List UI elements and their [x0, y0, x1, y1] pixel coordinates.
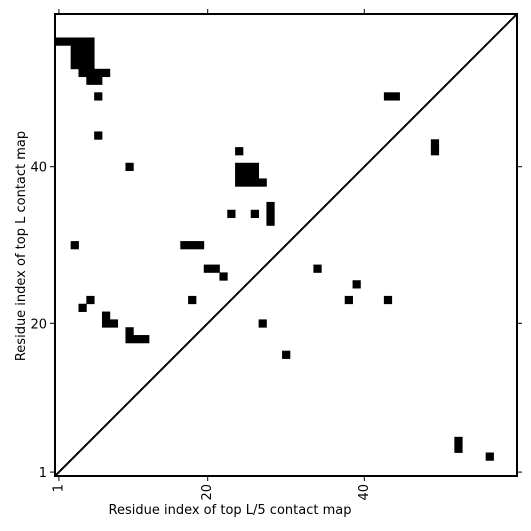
contact-cell	[180, 241, 189, 250]
contact-cells	[55, 37, 494, 461]
contact-cell	[242, 162, 252, 172]
contact-cell	[94, 76, 103, 85]
contact-cell	[86, 60, 95, 70]
contact-cell	[70, 45, 79, 54]
contact-cell	[266, 201, 275, 211]
contact-cell	[55, 37, 64, 46]
contact-cell	[235, 162, 244, 172]
y-tick-label: 1	[39, 466, 47, 481]
contact-cell	[101, 319, 111, 328]
contact-cell	[141, 335, 150, 344]
contact-cell	[430, 147, 440, 156]
contact-cell	[94, 68, 103, 78]
contact-cell	[383, 92, 393, 101]
contact-cell	[430, 139, 440, 148]
contact-cell	[78, 60, 87, 70]
contact-cell	[78, 37, 87, 46]
y-tick-label: 40	[30, 161, 47, 176]
contact-cell	[78, 53, 87, 62]
x-tick-label: 1	[51, 484, 66, 492]
contact-cell	[78, 45, 87, 54]
contact-cell	[266, 217, 275, 226]
contact-cell	[235, 178, 244, 187]
contact-cell	[86, 68, 95, 78]
contact-cell	[101, 311, 111, 320]
contact-cell	[86, 37, 95, 46]
y-axis-label: Residue index of top L contact map	[14, 131, 29, 361]
contact-cell	[250, 162, 259, 172]
contact-cell	[313, 264, 322, 273]
contact-cell	[101, 68, 111, 78]
contact-cell	[86, 45, 95, 54]
contact-cell	[266, 209, 275, 218]
contact-cell	[383, 295, 393, 305]
contact-cell	[352, 280, 361, 289]
contact-cell	[454, 436, 463, 446]
x-tick-label: 40	[357, 484, 372, 501]
contact-cell	[258, 178, 267, 187]
contact-cell	[62, 37, 72, 46]
contact-cell	[227, 209, 236, 218]
contact-cell	[485, 452, 494, 461]
contact-cell	[219, 272, 228, 281]
contact-cell	[70, 53, 79, 62]
contact-cell	[235, 170, 244, 179]
contact-cell	[203, 264, 213, 273]
contact-cell	[344, 295, 353, 305]
contact-cell	[109, 319, 119, 328]
contact-cell	[125, 162, 134, 172]
contact-cell	[258, 319, 267, 328]
contact-cell	[86, 53, 95, 62]
x-axis-label: Residue index of top L/5 contact map	[109, 503, 352, 518]
contact-cell	[250, 209, 259, 218]
contact-cell	[391, 92, 400, 101]
x-tick-label: 20	[200, 484, 215, 501]
contact-cell	[86, 76, 95, 85]
contact-cell	[195, 241, 205, 250]
contact-cell	[188, 295, 197, 305]
contact-cell	[250, 170, 259, 179]
y-tick-label: 20	[30, 317, 47, 332]
contact-cell	[454, 444, 463, 453]
contact-cell	[70, 37, 79, 46]
contact-cell	[86, 295, 95, 305]
contact-cell	[78, 303, 87, 312]
contact-cell	[94, 92, 103, 101]
contact-cell	[250, 178, 259, 187]
contact-cell	[133, 335, 142, 344]
contact-cell	[242, 170, 252, 179]
contact-cell	[70, 241, 79, 250]
diagonal-line	[54, 13, 518, 477]
contact-cell	[78, 68, 87, 78]
contact-cell	[235, 147, 244, 156]
contact-cell	[125, 335, 134, 344]
contact-cell	[211, 264, 220, 273]
contact-cell	[94, 131, 103, 140]
plot-frame	[54, 13, 518, 477]
axis-ticks: 1 20 40 1 20 40	[30, 9, 522, 501]
contact-cell	[242, 178, 252, 187]
contact-cell	[188, 241, 197, 250]
contact-cell	[70, 60, 79, 70]
contact-cell	[282, 350, 291, 359]
contact-cell	[125, 327, 134, 336]
